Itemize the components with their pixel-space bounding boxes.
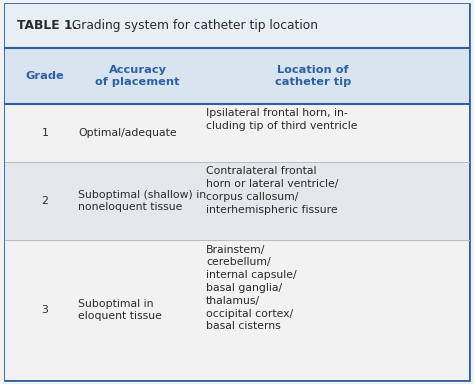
- Text: Grade: Grade: [26, 71, 64, 81]
- Text: Suboptimal (shallow) in
noneloquent tissue: Suboptimal (shallow) in noneloquent tiss…: [78, 190, 206, 212]
- Text: Accuracy
of placement: Accuracy of placement: [95, 65, 180, 87]
- Text: Ipsilateral frontal horn, in-
cluding tip of third ventricle: Ipsilateral frontal horn, in- cluding ti…: [206, 108, 358, 131]
- FancyBboxPatch shape: [5, 104, 469, 162]
- Text: Optimal/adequate: Optimal/adequate: [78, 127, 177, 137]
- Text: 3: 3: [42, 305, 48, 315]
- FancyBboxPatch shape: [5, 4, 469, 48]
- Text: Contralateral frontal
horn or lateral ventricle/
corpus callosum/
interhemispher: Contralateral frontal horn or lateral ve…: [206, 166, 338, 215]
- FancyBboxPatch shape: [5, 48, 469, 104]
- Text: TABLE 1.: TABLE 1.: [17, 20, 77, 32]
- FancyBboxPatch shape: [5, 162, 469, 240]
- FancyBboxPatch shape: [5, 4, 469, 380]
- Text: Suboptimal in
eloquent tissue: Suboptimal in eloquent tissue: [78, 299, 162, 321]
- Text: Location of
catheter tip: Location of catheter tip: [274, 65, 351, 87]
- Text: Brainstem/
cerebellum/
internal capsule/
basal ganglia/
thalamus/
occipital cort: Brainstem/ cerebellum/ internal capsule/…: [206, 245, 297, 331]
- Text: 1: 1: [42, 127, 48, 137]
- Text: Grading system for catheter tip location: Grading system for catheter tip location: [68, 20, 318, 32]
- Text: 2: 2: [42, 196, 48, 206]
- FancyBboxPatch shape: [5, 240, 469, 380]
